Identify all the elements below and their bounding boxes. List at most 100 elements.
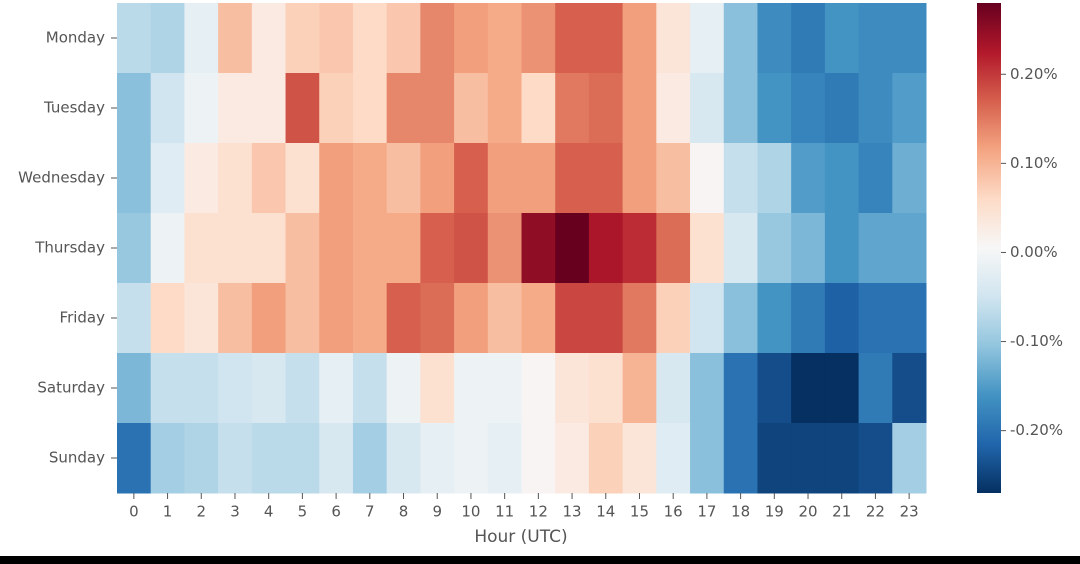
colorbar-tick-label: 0.10% xyxy=(1010,154,1058,172)
cell xyxy=(791,3,826,74)
cell xyxy=(555,73,590,144)
cell xyxy=(892,3,927,74)
cell xyxy=(386,353,421,424)
cell xyxy=(386,143,421,214)
cell xyxy=(521,73,556,144)
cell xyxy=(656,73,691,144)
cell xyxy=(319,283,354,354)
cell xyxy=(588,73,624,144)
cell xyxy=(420,353,455,424)
x-tick-label: 23 xyxy=(900,503,919,521)
cell xyxy=(723,213,758,284)
cell xyxy=(588,213,624,284)
cell xyxy=(824,3,860,74)
cell xyxy=(892,73,927,144)
cell xyxy=(218,283,253,354)
cell xyxy=(656,353,691,424)
cell xyxy=(791,213,826,284)
cell xyxy=(824,283,860,354)
cell xyxy=(892,423,927,494)
cell xyxy=(285,353,320,424)
cell xyxy=(150,213,185,284)
cell xyxy=(218,3,253,74)
cell xyxy=(454,3,489,74)
cell xyxy=(555,353,590,424)
cell xyxy=(521,213,556,284)
cell xyxy=(555,423,590,494)
x-tick-label: 4 xyxy=(264,503,274,521)
cell xyxy=(251,353,287,424)
cell xyxy=(690,73,725,144)
cell xyxy=(723,423,758,494)
cell xyxy=(319,143,354,214)
cell xyxy=(184,213,219,284)
cell xyxy=(454,353,489,424)
cell xyxy=(824,213,860,284)
cell xyxy=(454,423,489,494)
x-tick-label: 9 xyxy=(432,503,442,521)
cell xyxy=(420,3,455,74)
cell xyxy=(555,213,590,284)
cell xyxy=(184,353,219,424)
cell xyxy=(858,73,893,144)
y-tick-label: Tuesday xyxy=(43,99,105,117)
cell xyxy=(690,423,725,494)
cell xyxy=(588,353,624,424)
cell xyxy=(555,283,590,354)
cell xyxy=(251,423,287,494)
cell xyxy=(656,3,691,74)
cell xyxy=(757,423,792,494)
cell xyxy=(858,353,893,424)
cell xyxy=(218,423,253,494)
cell xyxy=(251,143,287,214)
cell xyxy=(723,73,758,144)
cell xyxy=(858,3,893,74)
cell xyxy=(285,73,320,144)
cell xyxy=(521,353,556,424)
cell xyxy=(251,3,287,74)
cell xyxy=(656,213,691,284)
cell xyxy=(386,213,421,284)
x-tick-label: 10 xyxy=(461,503,480,521)
cell xyxy=(588,143,624,214)
cell xyxy=(521,283,556,354)
cell xyxy=(723,353,758,424)
cell xyxy=(656,143,691,214)
cell xyxy=(588,283,624,354)
x-tick-label: 18 xyxy=(731,503,750,521)
x-tick-label: 17 xyxy=(697,503,716,521)
cell xyxy=(352,143,388,214)
x-tick-label: 3 xyxy=(230,503,240,521)
cell xyxy=(319,353,354,424)
cell xyxy=(690,353,725,424)
cell xyxy=(420,283,455,354)
x-tick-label: 22 xyxy=(866,503,885,521)
cell xyxy=(454,73,489,144)
cell xyxy=(791,283,826,354)
cell xyxy=(420,143,455,214)
colorbar-tick-label: 0.20% xyxy=(1010,65,1058,83)
cell xyxy=(319,423,354,494)
cell xyxy=(622,283,657,354)
cell xyxy=(285,283,320,354)
cell xyxy=(555,143,590,214)
cell xyxy=(150,353,185,424)
cell xyxy=(251,73,287,144)
x-tick-label: 14 xyxy=(596,503,615,521)
x-tick-label: 20 xyxy=(798,503,817,521)
cell xyxy=(285,143,320,214)
cell xyxy=(117,423,152,494)
x-tick-label: 13 xyxy=(563,503,582,521)
cell xyxy=(521,423,556,494)
cell xyxy=(386,3,421,74)
x-tick-label: 15 xyxy=(630,503,649,521)
cell xyxy=(892,353,927,424)
x-tick-label: 16 xyxy=(664,503,683,521)
x-tick-label: 2 xyxy=(196,503,206,521)
cell xyxy=(824,143,860,214)
cell xyxy=(858,213,893,284)
cell xyxy=(352,353,388,424)
bottom-bar xyxy=(0,556,1080,564)
y-tick-label: Thursday xyxy=(34,239,105,257)
